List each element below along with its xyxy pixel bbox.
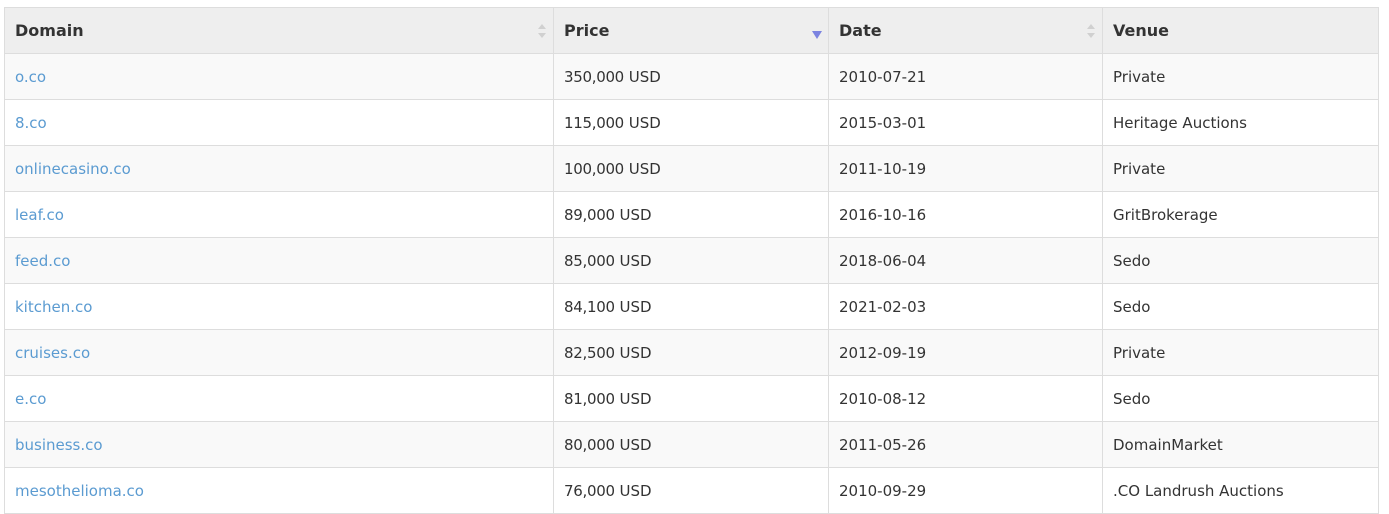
cell-domain: feed.co [4, 237, 554, 284]
cell-date: 2011-10-19 [828, 145, 1103, 192]
cell-venue: Heritage Auctions [1102, 99, 1379, 146]
cell-price: 81,000 USD [553, 375, 829, 422]
sort-both-icon[interactable] [537, 22, 547, 40]
domain-link[interactable]: kitchen.co [15, 297, 93, 316]
cell-date: 2016-10-16 [828, 191, 1103, 238]
cell-price: 82,500 USD [553, 329, 829, 376]
table-header-row: Domain Price [4, 7, 1379, 54]
cell-date: 2010-08-12 [828, 375, 1103, 422]
price-currency: USD [628, 159, 661, 178]
price-currency: USD [619, 297, 652, 316]
cell-domain: cruises.co [4, 329, 554, 376]
cell-date: 2011-05-26 [828, 421, 1103, 468]
table-row: onlinecasino.co 100,000 USD 2011-10-19 Priv… [4, 145, 1379, 192]
cell-venue: Private [1102, 329, 1379, 376]
domain-link[interactable]: business.co [15, 435, 103, 454]
column-header-label: Price [564, 21, 610, 40]
column-header-venue[interactable]: Venue [1102, 7, 1379, 54]
column-header-label: Domain [15, 21, 84, 40]
cell-domain: kitchen.co [4, 283, 554, 330]
domain-link[interactable]: mesothelioma.co [15, 481, 144, 500]
cell-price: 76,000 USD [553, 467, 829, 514]
cell-domain: business.co [4, 421, 554, 468]
price-currency: USD [619, 205, 652, 224]
table-row: e.co 81,000 USD 2010-08-12 Sedo [4, 375, 1379, 422]
cell-date: 2012-09-19 [828, 329, 1103, 376]
column-header-label: Date [839, 21, 882, 40]
cell-price: 350,000 USD [553, 53, 829, 100]
cell-domain: onlinecasino.co [4, 145, 554, 192]
domain-link[interactable]: 8.co [15, 113, 47, 132]
table-row: leaf.co 89,000 USD 2016-10-16 GritBrokerage [4, 191, 1379, 238]
table-row: 8.co 115,000 USD 2015-03-01 Heritage Auctio… [4, 99, 1379, 146]
table-row: business.co 80,000 USD 2011-05-26 DomainMar… [4, 421, 1379, 468]
cell-domain: 8.co [4, 99, 554, 146]
price-amount: 76,000 [564, 481, 615, 500]
domain-sales-table: Domain Price [4, 7, 1379, 514]
domain-link[interactable]: feed.co [15, 251, 71, 270]
column-header-date[interactable]: Date [828, 7, 1103, 54]
domain-link[interactable]: cruises.co [15, 343, 91, 362]
table-body: o.co 350,000 USD 2010-07-21 Private 8.co 115,… [4, 53, 1379, 514]
cell-domain: mesothelioma.co [4, 467, 554, 514]
sort-descending-icon[interactable] [812, 22, 822, 40]
price-amount: 80,000 [564, 435, 615, 454]
price-currency: USD [628, 113, 661, 132]
cell-venue: Private [1102, 145, 1379, 192]
cell-date: 2010-07-21 [828, 53, 1103, 100]
column-header-price[interactable]: Price [553, 7, 829, 54]
price-currency: USD [619, 435, 652, 454]
cell-date: 2010-09-29 [828, 467, 1103, 514]
cell-venue: Private [1102, 53, 1379, 100]
cell-venue: Sedo [1102, 283, 1379, 330]
table-row: o.co 350,000 USD 2010-07-21 Private [4, 53, 1379, 100]
cell-venue: .CO Landrush Auctions [1102, 467, 1379, 514]
cell-date: 2015-03-01 [828, 99, 1103, 146]
domain-link[interactable]: o.co [15, 67, 47, 86]
domain-link[interactable]: onlinecasino.co [15, 159, 131, 178]
domain-link[interactable]: leaf.co [15, 205, 64, 224]
table-row: cruises.co 82,500 USD 2012-09-19 Private [4, 329, 1379, 376]
price-currency: USD [619, 389, 652, 408]
cell-price: 80,000 USD [553, 421, 829, 468]
table-row: feed.co 85,000 USD 2018-06-04 Sedo [4, 237, 1379, 284]
column-header-label: Venue [1113, 21, 1169, 40]
price-currency: USD [619, 343, 652, 362]
price-amount: 100,000 [564, 159, 624, 178]
price-amount: 84,100 [564, 297, 615, 316]
sales-table-container: Domain Price [4, 7, 1379, 514]
table-row: mesothelioma.co 76,000 USD 2010-09-29 .CO L… [4, 467, 1379, 514]
cell-price: 115,000 USD [553, 99, 829, 146]
column-header-domain[interactable]: Domain [4, 7, 554, 54]
price-amount: 85,000 [564, 251, 615, 270]
table-row: kitchen.co 84,100 USD 2021-02-03 Sedo [4, 283, 1379, 330]
cell-domain: e.co [4, 375, 554, 422]
price-amount: 115,000 [564, 113, 624, 132]
cell-price: 85,000 USD [553, 237, 829, 284]
price-currency: USD [619, 481, 652, 500]
cell-domain: leaf.co [4, 191, 554, 238]
sort-both-icon[interactable] [1086, 22, 1096, 40]
price-currency: USD [628, 67, 661, 86]
price-amount: 82,500 [564, 343, 615, 362]
cell-price: 89,000 USD [553, 191, 829, 238]
cell-price: 100,000 USD [553, 145, 829, 192]
cell-venue: Sedo [1102, 237, 1379, 284]
price-amount: 81,000 [564, 389, 615, 408]
domain-link[interactable]: e.co [15, 389, 47, 408]
cell-price: 84,100 USD [553, 283, 829, 330]
price-amount: 350,000 [564, 67, 624, 86]
price-amount: 89,000 [564, 205, 615, 224]
cell-venue: DomainMarket [1102, 421, 1379, 468]
cell-domain: o.co [4, 53, 554, 100]
cell-venue: GritBrokerage [1102, 191, 1379, 238]
cell-venue: Sedo [1102, 375, 1379, 422]
cell-date: 2021-02-03 [828, 283, 1103, 330]
cell-date: 2018-06-04 [828, 237, 1103, 284]
price-currency: USD [619, 251, 652, 270]
